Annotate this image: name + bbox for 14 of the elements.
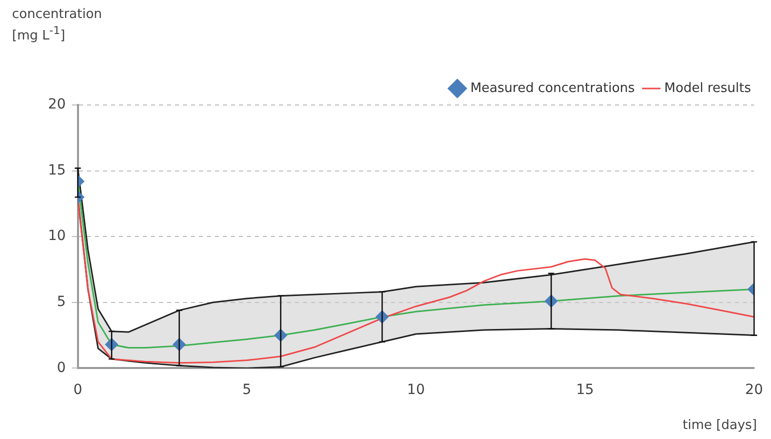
x-axis-title: time [days] bbox=[682, 418, 757, 433]
x-tick-label: 15 bbox=[576, 382, 594, 398]
y-tick-label: 0 bbox=[56, 360, 66, 376]
x-tick-label: 5 bbox=[242, 382, 252, 398]
x-tick-label: 20 bbox=[745, 382, 764, 398]
y-axis-title: concentration [mg L$^{-1}$] bbox=[12, 6, 104, 44]
y-tick-label: 20 bbox=[48, 96, 66, 113]
y-tick-label: 15 bbox=[48, 162, 66, 178]
legend-label: Model results bbox=[664, 80, 752, 96]
x-tick-label: 10 bbox=[407, 382, 425, 398]
y-tick-label: 5 bbox=[56, 294, 66, 310]
legend-label: Measured concentrations bbox=[470, 80, 636, 96]
x-tick-label: 0 bbox=[73, 382, 82, 398]
y-tick-label: 10 bbox=[48, 228, 66, 244]
